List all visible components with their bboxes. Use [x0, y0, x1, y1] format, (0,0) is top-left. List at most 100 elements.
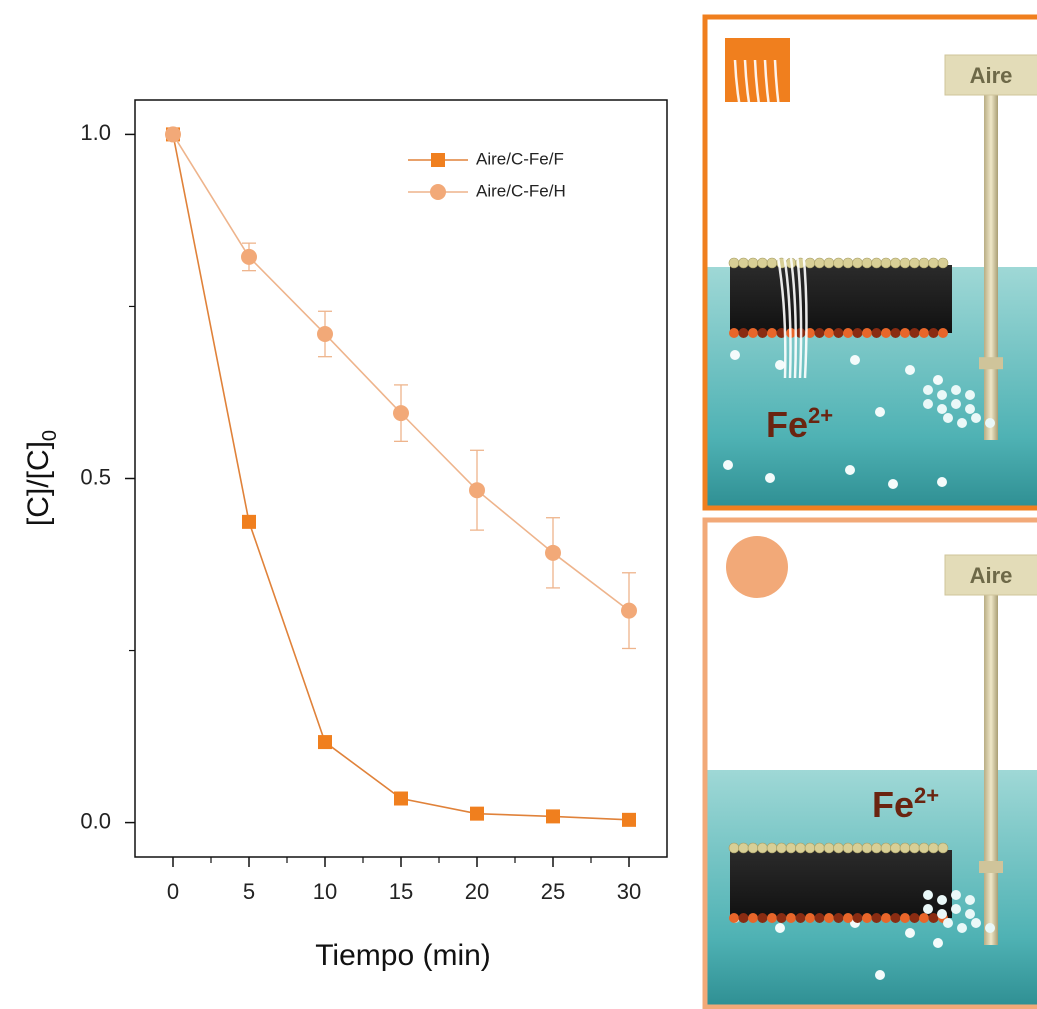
legend-item: Aire/C-Fe/H	[408, 181, 566, 200]
air-bubble	[923, 385, 933, 395]
bead-top	[815, 843, 825, 853]
air-bubble	[957, 418, 967, 428]
bead-bottom	[767, 328, 777, 338]
air-bubble	[937, 895, 947, 905]
panel: Aire Fe2+	[705, 520, 1037, 1009]
marker	[546, 809, 560, 823]
air-bubble	[923, 399, 933, 409]
legend-text: Aire/C-Fe/H	[476, 181, 566, 200]
series	[165, 126, 637, 648]
marker	[393, 405, 409, 421]
air-bubble	[943, 413, 953, 423]
bead-top	[824, 258, 834, 268]
bead-top	[786, 843, 796, 853]
marker	[470, 807, 484, 821]
legend-marker	[431, 153, 445, 167]
bead-bottom	[758, 913, 768, 923]
air-bubble	[985, 418, 995, 428]
x-tick-label: 30	[617, 879, 641, 904]
bubble	[845, 465, 855, 475]
bead-top	[767, 843, 777, 853]
series-line	[173, 134, 629, 610]
bead-top	[929, 843, 939, 853]
air-bubble	[937, 909, 947, 919]
figure: 0510152025300.00.51.0Aire/C-Fe/FAire/C-F…	[0, 0, 1037, 1009]
bead-bottom	[786, 913, 796, 923]
bead-top	[910, 843, 920, 853]
air-bubble	[965, 404, 975, 414]
x-tick-label: 0	[167, 879, 179, 904]
label: Aire	[970, 563, 1013, 588]
bead-bottom	[900, 913, 910, 923]
ion-symbol: Fe	[872, 784, 914, 825]
marker	[621, 603, 637, 619]
y-axis-title-main: [C]/[C]	[22, 441, 55, 526]
bead-top	[862, 258, 872, 268]
bead-bottom	[824, 913, 834, 923]
bead-bottom	[919, 913, 929, 923]
air-bubble	[951, 904, 961, 914]
bead-bottom	[853, 328, 863, 338]
bead-top	[891, 843, 901, 853]
bubble	[905, 365, 915, 375]
pipe-collar	[979, 357, 1003, 369]
bead-top	[805, 258, 815, 268]
bead-top	[815, 258, 825, 268]
x-tick-label: 10	[313, 879, 337, 904]
y-tick-label: 0.5	[80, 464, 111, 489]
marker	[241, 249, 257, 265]
bubble	[775, 360, 785, 370]
label: Aire	[970, 63, 1013, 88]
marker	[165, 126, 181, 142]
air-bubble	[923, 890, 933, 900]
bead-top	[777, 843, 787, 853]
bead-bottom	[834, 913, 844, 923]
bead-bottom	[748, 913, 758, 923]
bubble	[850, 355, 860, 365]
bead-bottom	[881, 328, 891, 338]
bead-top	[872, 843, 882, 853]
series-line	[173, 134, 629, 819]
x-tick-label: 15	[389, 879, 413, 904]
bead-top	[843, 843, 853, 853]
bead-bottom	[872, 328, 882, 338]
y-axis-title: [C]/[C]0	[22, 430, 61, 526]
bead-top	[758, 258, 768, 268]
bead-top	[881, 843, 891, 853]
ion-symbol: Fe	[766, 404, 808, 445]
bead-bottom	[862, 913, 872, 923]
x-tick-label: 20	[465, 879, 489, 904]
bead-bottom	[872, 913, 882, 923]
bead-top	[938, 258, 948, 268]
bubble	[765, 473, 775, 483]
bead-top	[805, 843, 815, 853]
marker	[394, 792, 408, 806]
bead-top	[824, 843, 834, 853]
bead-top	[881, 258, 891, 268]
air-bubble	[923, 904, 933, 914]
series	[166, 127, 636, 826]
bead-top	[910, 258, 920, 268]
bead-bottom	[910, 328, 920, 338]
marker	[242, 515, 256, 529]
legend-item: Aire/C-Fe/F	[408, 149, 564, 168]
air-bubble	[937, 390, 947, 400]
bubble	[723, 460, 733, 470]
bead-top	[758, 843, 768, 853]
bead-bottom	[815, 328, 825, 338]
bead-bottom	[862, 328, 872, 338]
bubble	[875, 407, 885, 417]
bead-bottom	[758, 328, 768, 338]
bead-top	[748, 843, 758, 853]
bead-bottom	[815, 913, 825, 923]
bead-bottom	[796, 913, 806, 923]
bead-bottom	[919, 328, 929, 338]
ion-charge: 2+	[914, 783, 939, 808]
bead-top	[929, 258, 939, 268]
bead-bottom	[777, 913, 787, 923]
pipe	[984, 595, 998, 945]
x-tick-label: 25	[541, 879, 565, 904]
bead-bottom	[824, 328, 834, 338]
marker	[318, 735, 332, 749]
marker	[317, 326, 333, 342]
